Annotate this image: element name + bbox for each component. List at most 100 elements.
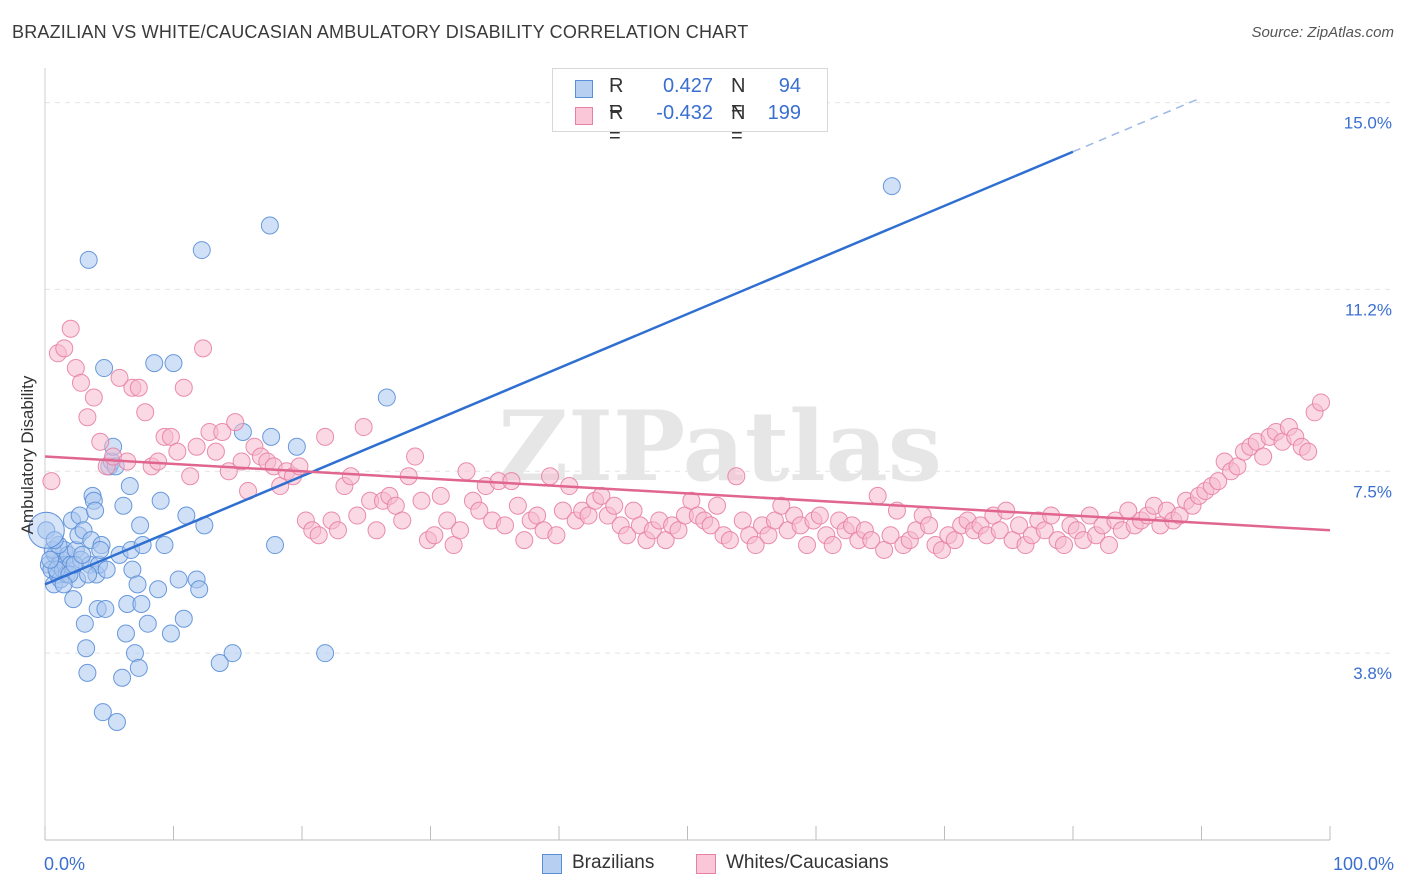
- data-point: [187, 437, 206, 456]
- data-point: [316, 427, 335, 446]
- data-point: [920, 516, 939, 535]
- data-point: [354, 418, 373, 437]
- data-point: [772, 496, 791, 515]
- trend-lines: [44, 96, 1331, 586]
- tick-labels: 3.8% 7.5% 11.2% 15.0% 0.0% 100.0%: [44, 114, 1394, 874]
- legend-r-label: R =: [609, 102, 624, 147]
- data-point: [1254, 447, 1273, 466]
- gridlines: [45, 102, 1390, 654]
- data-point: [181, 467, 200, 486]
- data-point-cluster: [27, 511, 65, 549]
- data-point: [348, 506, 367, 525]
- data-point: [128, 575, 147, 594]
- data-point: [155, 536, 174, 555]
- data-point: [260, 216, 279, 235]
- data-point: [701, 516, 720, 535]
- data-point: [206, 442, 225, 461]
- data-point: [438, 511, 457, 530]
- data-point: [61, 319, 80, 338]
- data-point: [125, 644, 144, 663]
- data-point: [132, 595, 151, 614]
- data-point: [232, 452, 251, 471]
- data-point: [367, 521, 386, 540]
- data-point: [78, 663, 97, 682]
- data-point: [151, 491, 170, 510]
- data-point: [110, 368, 129, 387]
- data-point: [425, 526, 444, 545]
- stats-legend: R = 0.427 N = 94 R = -0.432 N = 199: [552, 68, 828, 147]
- data-point: [881, 526, 900, 545]
- data-point: [508, 496, 527, 515]
- data-point: [96, 599, 115, 618]
- data-point: [70, 506, 89, 525]
- data-point: [164, 354, 183, 373]
- data-point: [161, 624, 180, 643]
- data-point: [169, 570, 188, 589]
- data-point: [145, 354, 164, 373]
- bottom-swatch-blue: [542, 854, 562, 874]
- legend-n-label: N =: [731, 102, 746, 147]
- data-point: [618, 526, 637, 545]
- data-point: [129, 658, 148, 677]
- data-point: [149, 580, 168, 599]
- data-point: [823, 536, 842, 555]
- chart-title: BRAZILIAN VS WHITE/CAUCASIAN AMBULATORY …: [12, 22, 749, 42]
- data-point: [79, 250, 98, 269]
- data-point: [431, 486, 450, 505]
- data-point: [1299, 442, 1318, 461]
- data-point: [541, 467, 560, 486]
- data-point: [113, 668, 132, 687]
- y-axis-label: Ambulatory Disability: [18, 375, 37, 535]
- y-tick-label: 15.0%: [1344, 114, 1392, 133]
- bottom-legend-label: Brazilians: [572, 852, 655, 873]
- data-point: [194, 339, 213, 358]
- data-point: [192, 241, 211, 260]
- legend-n-label: N =: [731, 75, 746, 120]
- data-point: [138, 614, 157, 633]
- legend-swatch-blue: [575, 80, 593, 98]
- data-point: [547, 526, 566, 545]
- data-point: [727, 467, 746, 486]
- bottom-legend-label: Whites/Caucasians: [726, 852, 889, 873]
- data-point: [746, 536, 765, 555]
- data-point: [1099, 536, 1118, 555]
- data-point: [64, 590, 83, 609]
- data-point: [882, 177, 901, 196]
- data-point: [107, 713, 126, 732]
- data-point: [262, 427, 281, 446]
- data-point: [129, 378, 148, 397]
- data-point: [328, 521, 347, 540]
- data-point: [136, 403, 155, 422]
- data-point: [990, 521, 1009, 540]
- data-point: [393, 511, 412, 530]
- x-tick-label-min: 0.0%: [44, 854, 85, 874]
- data-point: [75, 614, 94, 633]
- legend-r-value: 0.427: [662, 75, 713, 97]
- x-tick-label-max: 100.0%: [1333, 854, 1394, 874]
- trend-line-brazilians: [44, 150, 1074, 586]
- chart-source: Source: ZipAtlas.com: [1251, 24, 1394, 41]
- data-point: [868, 486, 887, 505]
- legend-r-label: R =: [609, 75, 624, 120]
- data-point: [341, 467, 360, 486]
- data-point: [131, 516, 150, 535]
- trend-line-brazilians-extension: [1072, 96, 1202, 153]
- data-point: [810, 506, 829, 525]
- trend-line-whites: [44, 455, 1331, 532]
- data-point: [496, 516, 515, 535]
- data-point: [95, 359, 114, 378]
- data-point: [502, 472, 521, 491]
- legend-n-value: 94: [778, 75, 801, 97]
- data-point: [287, 437, 306, 456]
- data-point: [720, 531, 739, 550]
- data-point: [86, 501, 105, 520]
- y-tick-label: 7.5%: [1353, 482, 1392, 501]
- axes: [44, 68, 1331, 841]
- data-point: [41, 550, 60, 569]
- data-point: [862, 531, 881, 550]
- data-point: [78, 408, 97, 427]
- data-point: [1312, 393, 1331, 412]
- data-point: [515, 531, 534, 550]
- data-point: [84, 388, 103, 407]
